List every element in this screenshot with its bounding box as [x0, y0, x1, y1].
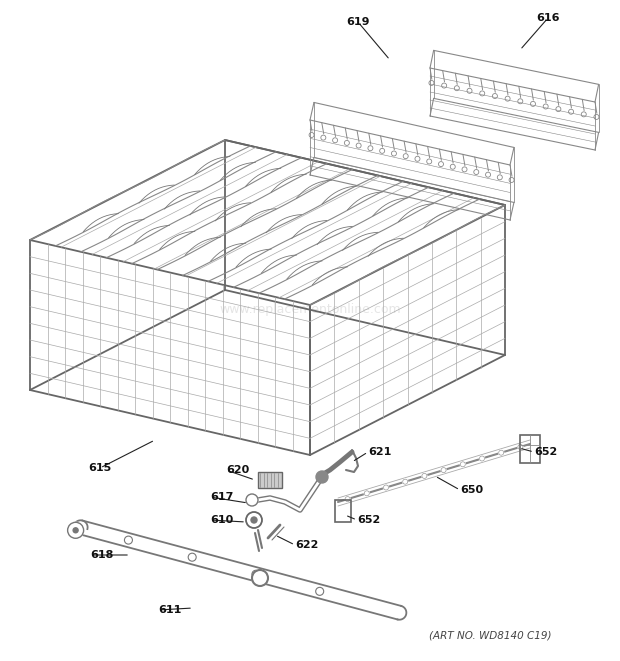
Text: 652: 652 [534, 447, 557, 457]
Circle shape [73, 527, 78, 533]
Circle shape [316, 588, 324, 596]
Circle shape [246, 494, 258, 506]
Text: (ART NO. WD8140 C19): (ART NO. WD8140 C19) [429, 630, 551, 640]
Circle shape [316, 471, 328, 483]
FancyBboxPatch shape [258, 472, 282, 488]
Bar [520, 435, 540, 463]
Text: 615: 615 [89, 463, 112, 473]
Circle shape [252, 570, 268, 586]
Circle shape [246, 512, 262, 528]
Circle shape [479, 456, 484, 461]
Text: 620: 620 [226, 465, 249, 475]
Text: 650: 650 [460, 485, 483, 495]
Circle shape [518, 444, 523, 449]
Text: 617: 617 [210, 492, 233, 502]
Text: www.replacementonline.com: www.replacementonline.com [219, 303, 401, 317]
Bar [335, 500, 351, 522]
Text: 652: 652 [357, 515, 380, 525]
Text: 619: 619 [346, 17, 370, 27]
Circle shape [460, 462, 465, 467]
Text: 610: 610 [210, 515, 233, 525]
Circle shape [365, 491, 370, 496]
Text: 618: 618 [90, 550, 113, 560]
Circle shape [384, 485, 389, 490]
Circle shape [125, 536, 133, 544]
Text: 621: 621 [368, 447, 391, 457]
Text: 622: 622 [295, 540, 319, 550]
Circle shape [403, 479, 408, 485]
Circle shape [441, 467, 446, 473]
Text: 616: 616 [536, 13, 560, 23]
Circle shape [252, 570, 260, 578]
Circle shape [422, 473, 427, 479]
Circle shape [68, 522, 84, 538]
Circle shape [345, 496, 350, 502]
Text: 611: 611 [158, 605, 182, 615]
Circle shape [188, 553, 196, 561]
Circle shape [251, 517, 257, 523]
Circle shape [498, 450, 503, 455]
